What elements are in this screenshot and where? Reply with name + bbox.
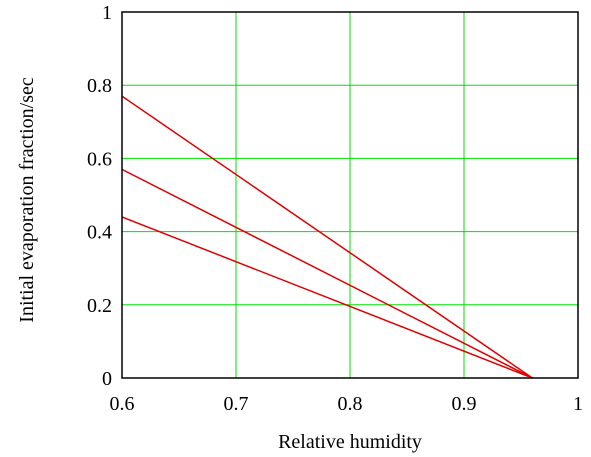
series-line-3 bbox=[121, 216, 533, 379]
y-tick-label: 1 bbox=[102, 2, 112, 24]
plot-frame bbox=[121, 11, 579, 379]
grid bbox=[121, 11, 579, 379]
y-tick-label: 0.6 bbox=[87, 148, 112, 170]
x-tick-label: 0.7 bbox=[224, 393, 249, 415]
series-lines bbox=[121, 95, 533, 379]
y-tick-label: 0.8 bbox=[87, 75, 112, 97]
tick-labels: 0.6 0.7 0.8 0.9 1 0 0.2 0.4 0.6 0.8 1 bbox=[87, 2, 583, 415]
y-tick-label: 0.2 bbox=[87, 295, 112, 317]
x-tick-label: 1 bbox=[573, 393, 583, 415]
x-tick-label: 0.8 bbox=[338, 393, 363, 415]
x-tick-label: 0.9 bbox=[452, 393, 477, 415]
y-tick-label: 0 bbox=[102, 368, 112, 390]
y-axis-label: Initial evaporation fraction/sec bbox=[16, 77, 38, 323]
x-tick-label: 0.6 bbox=[110, 393, 135, 415]
x-axis-label: Relative humidity bbox=[278, 431, 422, 453]
series-line-1 bbox=[121, 95, 533, 379]
y-tick-label: 0.4 bbox=[87, 222, 112, 244]
series-line-2 bbox=[121, 168, 533, 379]
